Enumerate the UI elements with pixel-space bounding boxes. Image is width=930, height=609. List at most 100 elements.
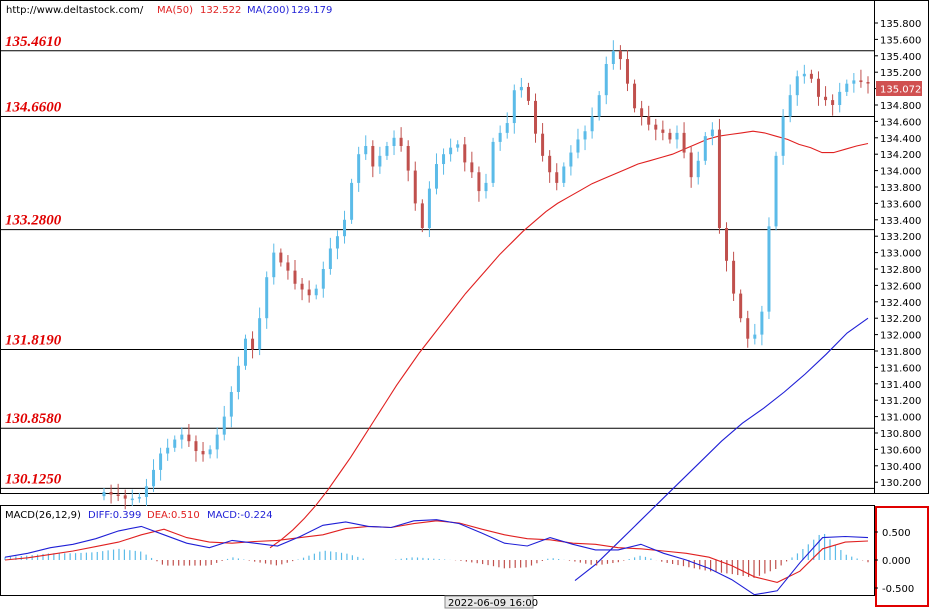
candle-bear [279, 252, 283, 263]
price-tick-label: 133.800 [880, 183, 921, 194]
level-label: 135.4610 [5, 34, 62, 50]
candle-bull [265, 277, 269, 319]
candle-bear [555, 172, 559, 183]
macd-axis-ticks: 0.500 0.000 -0.500 [874, 528, 914, 595]
candle-bull [604, 64, 608, 96]
candle-bear [717, 129, 721, 228]
candle-bull [314, 288, 318, 296]
candle-bear [647, 116, 651, 125]
candle-bull [710, 129, 714, 137]
candle-bull [491, 141, 495, 183]
candle-bear [286, 262, 290, 271]
candle-bear [463, 144, 467, 163]
price-tick-label: 134.800 [880, 101, 921, 112]
candle-bull [449, 147, 453, 155]
candle-bull [258, 318, 262, 350]
candle-bear [413, 170, 417, 204]
candle-bull [159, 453, 163, 470]
price-tick-label: 135.400 [880, 52, 921, 63]
current-price-label: 135.072 [880, 85, 921, 96]
candle-bull [597, 95, 601, 117]
price-tick-label: 131.000 [880, 413, 921, 424]
candle-bear [824, 96, 828, 101]
candle-bear [526, 86, 530, 101]
candle-bear [866, 82, 870, 84]
price-tick-label: 132.800 [880, 265, 921, 276]
macd-plot [4, 519, 869, 596]
level-label: 130.8580 [5, 411, 62, 427]
time-label-box [444, 595, 534, 609]
candle-bull [512, 90, 516, 124]
site-url[interactable]: http://www.deltastock.com/ [6, 5, 144, 16]
candle-bull [137, 496, 141, 499]
candle-bear [406, 146, 410, 171]
price-tick-label: 131.800 [880, 347, 921, 358]
candle-bull [392, 137, 396, 146]
candle-bull [335, 236, 339, 249]
price-tick-label: 134.200 [880, 150, 921, 161]
candle-bear [809, 73, 813, 79]
candle-bull [703, 136, 707, 161]
candle-bull [180, 434, 184, 440]
price-tick-label: 132.000 [880, 331, 921, 342]
candle-bull [102, 492, 106, 497]
candle-bull [343, 219, 347, 237]
macd-tick-label: -0.500 [882, 584, 914, 595]
price-tick-label: 133.600 [880, 199, 921, 210]
candle-bull [144, 486, 148, 497]
price-tick-label: 132.600 [880, 281, 921, 292]
candle-bear [194, 441, 198, 452]
candle-bull [519, 86, 523, 91]
candle-bull [795, 76, 799, 96]
candle-bull [505, 123, 509, 133]
price-axis-frame [874, 0, 929, 494]
candle-bull [166, 447, 170, 454]
level-label: 130.1250 [5, 471, 62, 487]
price-tick-label: 130.200 [880, 478, 921, 489]
candle-bull [357, 154, 361, 183]
macd-axis-frame[interactable] [875, 506, 929, 607]
ma200-line [574, 317, 869, 582]
price-tick-label: 130.600 [880, 445, 921, 456]
candle-bull [378, 155, 382, 167]
price-tick-label: 130.800 [880, 429, 921, 440]
candle-bull [838, 91, 842, 105]
macd-diff-line [4, 519, 869, 596]
candle-bear [477, 172, 481, 192]
candle-bear [534, 100, 538, 134]
macd-tick-label: 0.000 [882, 556, 911, 567]
candle-bear [625, 59, 629, 84]
candle-bull [611, 50, 615, 64]
candle-bear [668, 132, 672, 140]
candle-bear [859, 80, 863, 83]
macd-title: MACD(26,12,9) [5, 510, 81, 521]
ma50-value: 132.522 [200, 5, 241, 16]
macd-panel-frame [0, 505, 875, 596]
ma200-label: MA(200) [247, 5, 289, 16]
candle-bull [576, 139, 580, 153]
candle-bear [661, 129, 665, 133]
price-tick-label: 133.000 [880, 249, 921, 260]
candle-bull [442, 154, 446, 165]
price-tick-label: 133.400 [880, 216, 921, 227]
candle-bear [123, 495, 127, 499]
price-tick-label: 132.200 [880, 314, 921, 325]
candle-bull [788, 95, 792, 117]
candle-bear [831, 100, 835, 105]
candle-bear [618, 50, 622, 60]
candle-bear [548, 155, 552, 173]
macd-value-label: MACD:-0.224 [207, 510, 273, 521]
price-tick-label: 135.800 [880, 19, 921, 30]
macd-diff-label: DIFF:0.399 [88, 510, 141, 521]
price-tick-label: 131.400 [880, 380, 921, 391]
candle-bull [590, 116, 594, 132]
price-tick-label: 135.200 [880, 68, 921, 79]
candle-bear [116, 494, 120, 496]
macd-tick-label: 0.500 [882, 528, 911, 539]
candle-bear [739, 293, 743, 319]
candle-bear [816, 78, 820, 97]
candle-bull [845, 83, 849, 92]
candle-bear [293, 270, 297, 284]
ma200-value: 129.179 [291, 5, 332, 16]
